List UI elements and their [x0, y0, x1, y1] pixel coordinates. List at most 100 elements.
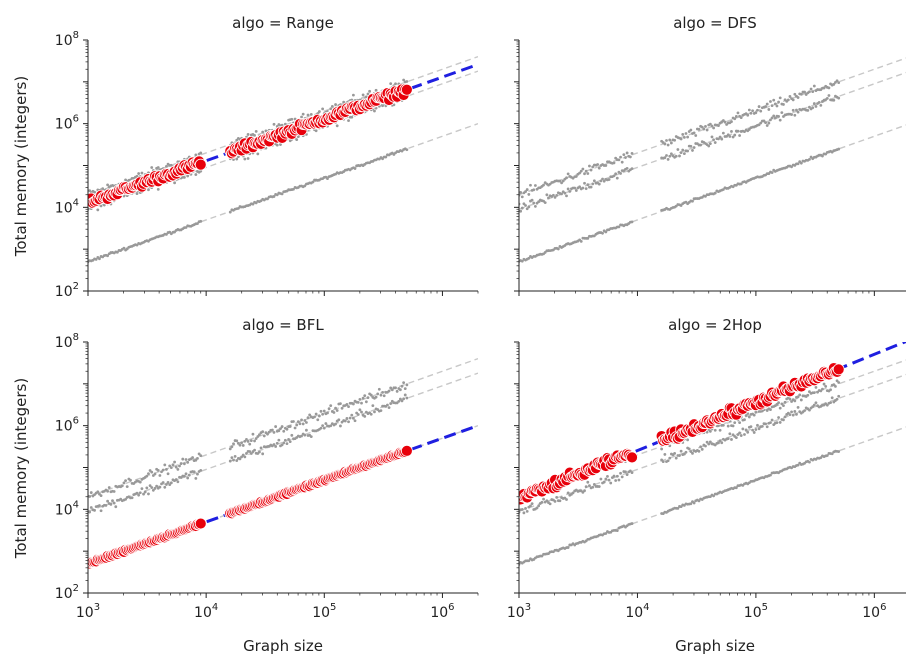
background-point — [602, 179, 606, 183]
background-point — [796, 110, 800, 114]
background-point — [712, 138, 716, 142]
background-point — [837, 96, 841, 100]
background-point — [573, 186, 577, 190]
background-point — [773, 116, 777, 120]
background-point — [759, 109, 763, 113]
background-point — [228, 459, 232, 463]
background-point — [726, 437, 730, 441]
background-point — [317, 414, 321, 418]
background-point — [694, 134, 698, 137]
background-point — [728, 135, 732, 138]
background-point — [738, 421, 741, 425]
data-layer — [88, 55, 478, 264]
background-point — [723, 120, 727, 124]
background-point — [520, 259, 524, 263]
background-point — [825, 454, 829, 457]
background-point — [321, 412, 325, 416]
background-point — [578, 185, 582, 189]
x-tick-label: 104 — [625, 602, 649, 621]
highlight-point — [626, 451, 638, 464]
background-point — [319, 409, 323, 413]
background-point — [335, 409, 339, 412]
background-point — [186, 476, 190, 480]
background-point — [308, 413, 312, 417]
background-point — [710, 135, 714, 139]
background-point — [821, 154, 824, 158]
background-point — [245, 452, 248, 455]
plot-area — [514, 39, 906, 296]
x-tick-label: 105 — [312, 602, 336, 621]
tick-base: 10 — [55, 200, 73, 216]
background-point — [364, 95, 368, 99]
background-point — [739, 434, 743, 437]
background-point — [824, 385, 828, 388]
background-point — [734, 436, 738, 440]
background-point — [353, 167, 357, 170]
background-point — [754, 111, 758, 115]
background-point — [661, 460, 665, 464]
background-point — [814, 105, 818, 108]
reference-fit-line — [519, 57, 906, 196]
background-point — [174, 478, 178, 481]
background-point — [374, 395, 378, 399]
background-point — [99, 494, 103, 498]
background-point — [256, 152, 260, 156]
background-point — [184, 458, 188, 461]
background-point — [274, 425, 278, 428]
background-point — [584, 169, 588, 173]
background-point — [579, 239, 583, 243]
background-point — [295, 138, 299, 142]
background-point — [699, 445, 703, 449]
background-point — [739, 116, 743, 120]
background-point — [156, 166, 160, 169]
background-point — [630, 522, 634, 525]
background-point — [778, 96, 782, 100]
background-point — [697, 449, 701, 453]
background-point — [112, 501, 116, 505]
background-point — [292, 187, 295, 191]
background-point — [770, 171, 774, 175]
background-point — [681, 133, 685, 136]
background-point — [135, 192, 139, 196]
background-point — [682, 452, 686, 456]
background-point — [251, 202, 255, 206]
background-point — [270, 428, 274, 432]
background-point — [283, 438, 287, 442]
background-point — [721, 423, 725, 427]
tick-exponent: 3 — [525, 602, 531, 613]
background-point — [747, 108, 751, 112]
background-point — [256, 435, 260, 438]
background-point — [749, 111, 753, 115]
background-point — [532, 201, 536, 205]
background-point — [687, 447, 691, 451]
background-point — [387, 406, 391, 410]
background-point — [721, 131, 725, 135]
background-point — [524, 507, 527, 510]
background-point — [358, 397, 362, 401]
background-point — [586, 237, 590, 240]
background-point — [630, 220, 634, 224]
background-point — [770, 418, 774, 422]
highlight-point — [832, 363, 845, 376]
background-point — [588, 484, 591, 487]
y-axis-label: Total memory (integers) — [12, 378, 30, 559]
y-tick-label: 106 — [55, 114, 79, 133]
background-point — [622, 153, 626, 157]
background-point — [584, 187, 588, 191]
background-point — [163, 463, 167, 467]
background-point — [615, 474, 619, 478]
background-point — [788, 95, 792, 98]
background-point — [545, 499, 549, 503]
reference-fit-line — [88, 372, 478, 512]
background-point — [345, 403, 349, 406]
background-point — [245, 438, 248, 441]
background-point — [827, 94, 831, 97]
background-point — [809, 87, 813, 91]
background-point — [285, 442, 289, 446]
background-point — [782, 404, 785, 408]
background-point — [793, 113, 797, 117]
background-point — [348, 416, 352, 420]
background-point — [317, 110, 321, 113]
background-point — [793, 410, 797, 413]
